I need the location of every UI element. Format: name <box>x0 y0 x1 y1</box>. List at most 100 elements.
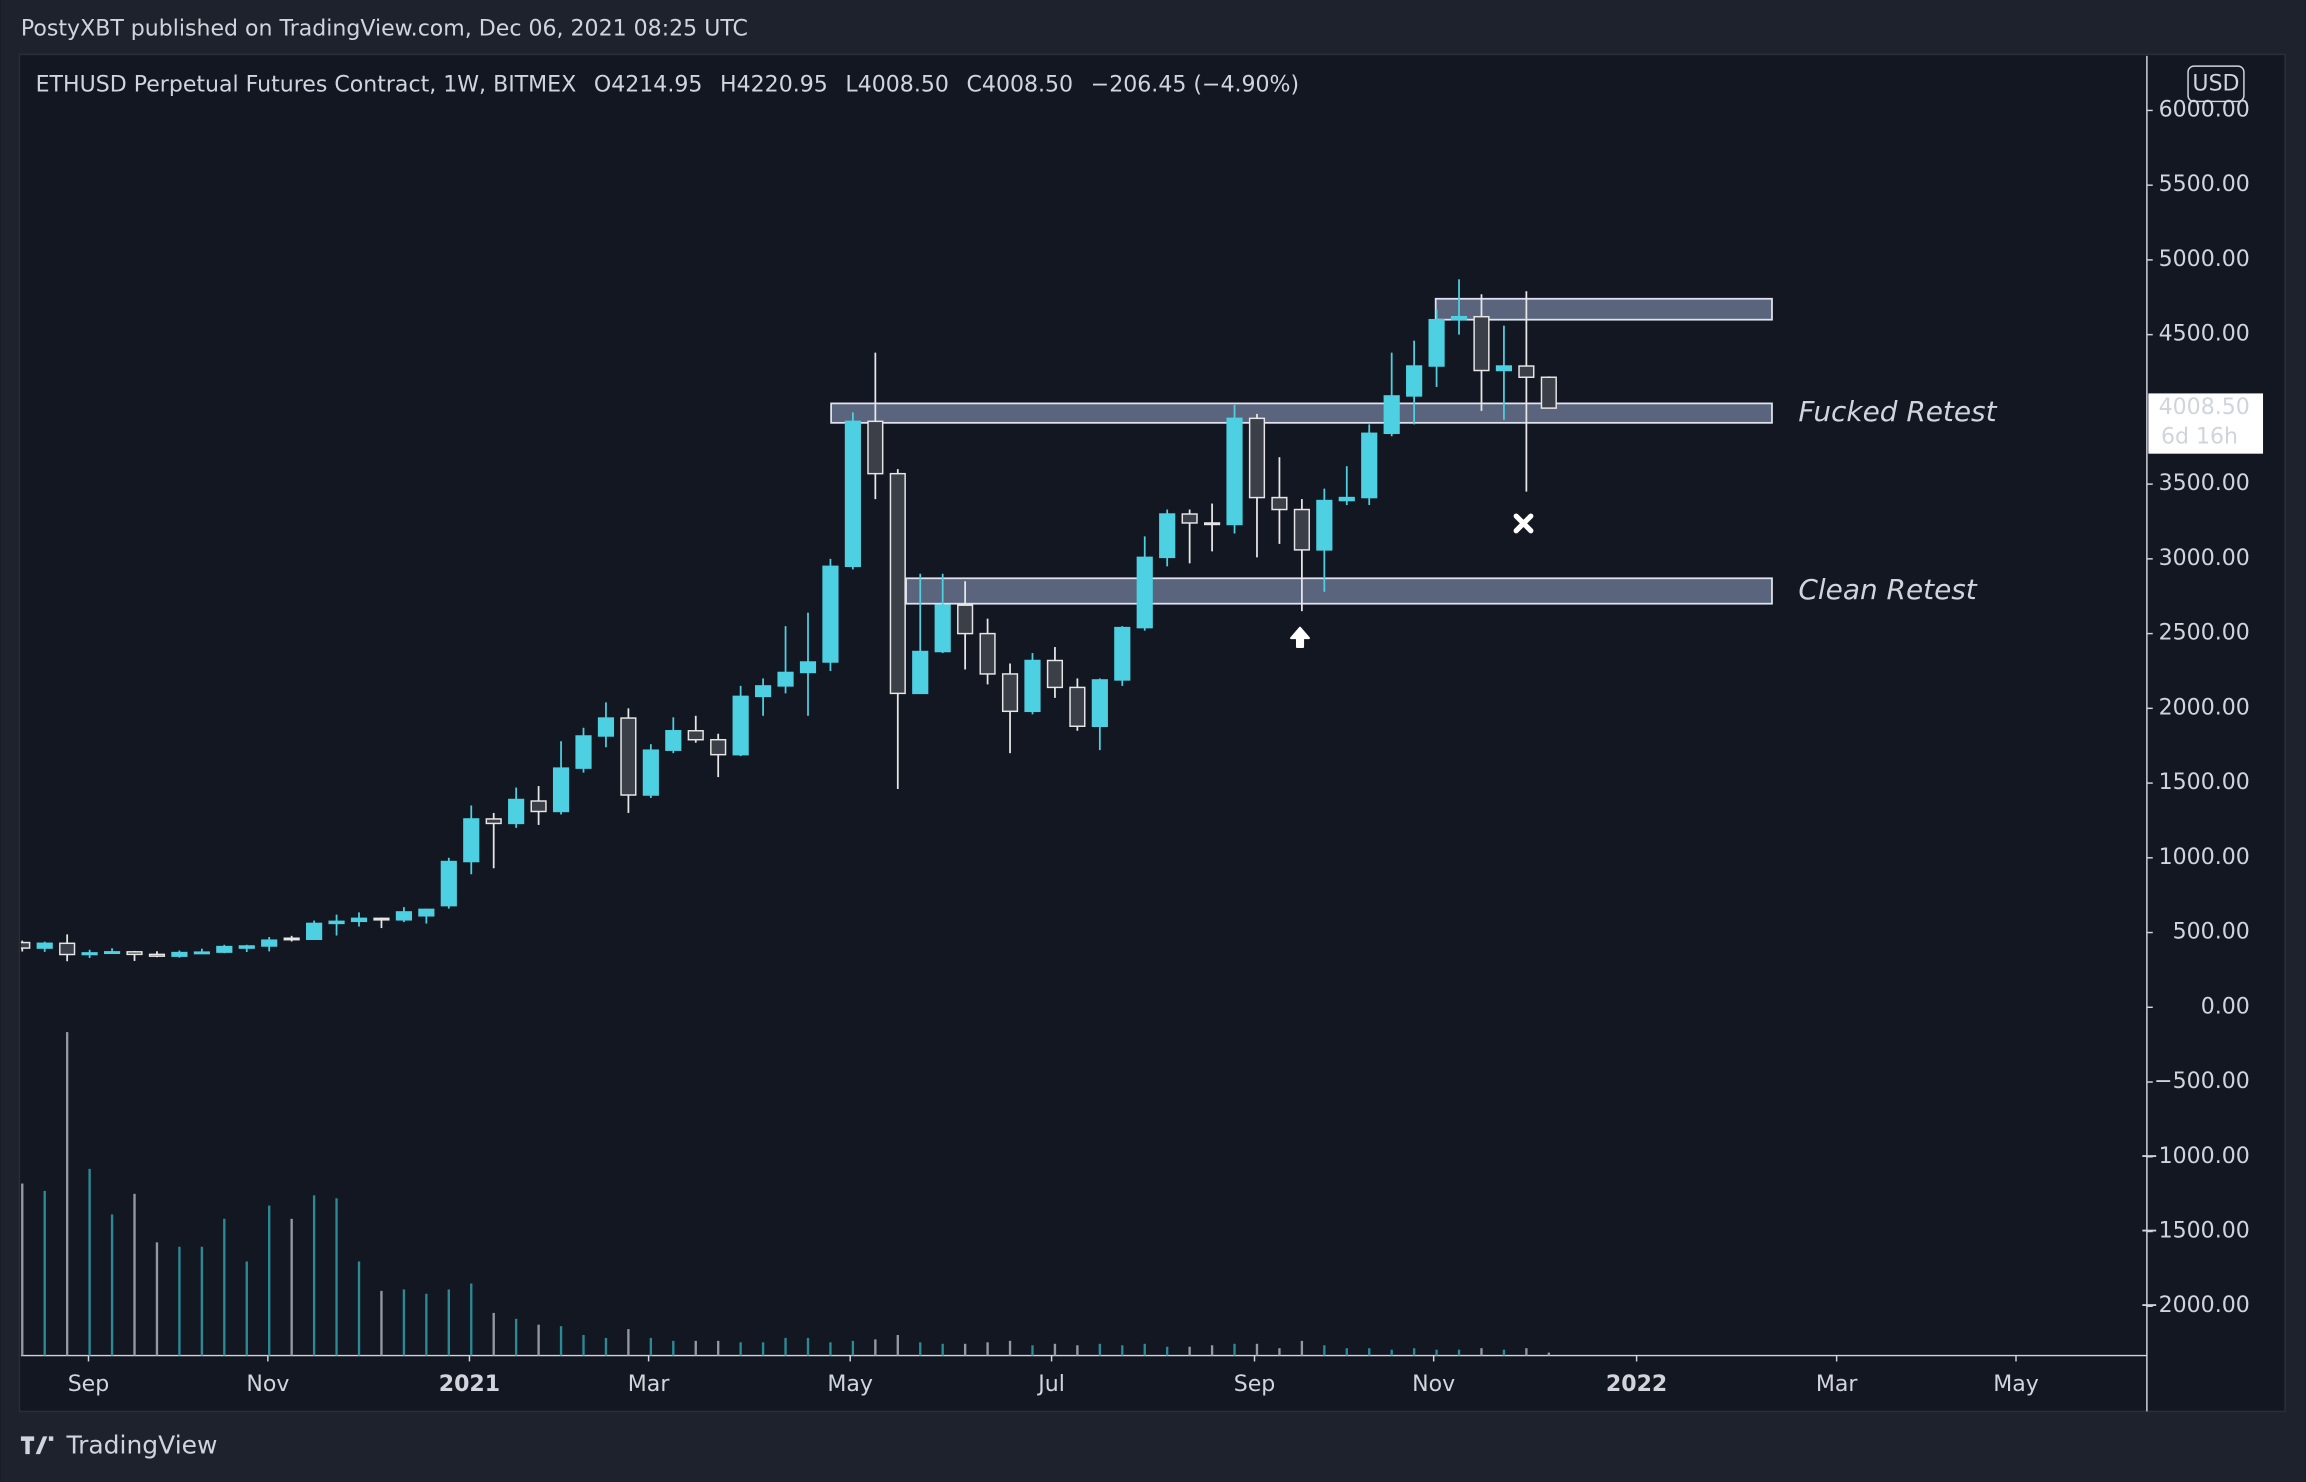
zone-label: Fucked Retest <box>1798 395 1997 428</box>
volume-bar <box>43 1190 46 1356</box>
volume-bar <box>335 1198 338 1356</box>
candle-body <box>1361 432 1378 499</box>
candle-body <box>1428 318 1445 367</box>
volume-bar <box>380 1290 383 1356</box>
y-tick-label: 2500.00 <box>2159 621 2250 646</box>
volume-bar <box>672 1340 675 1356</box>
candle-body <box>463 818 480 863</box>
volume-bar <box>1412 1348 1416 1356</box>
currency-box[interactable] <box>2187 65 2245 103</box>
volume-bar <box>896 1334 899 1356</box>
volume-bar <box>470 1283 473 1356</box>
y-tick-label: 500.00 <box>2173 920 2250 945</box>
candle-body <box>1136 556 1153 629</box>
volume-bar <box>21 1183 24 1356</box>
volume-bar <box>1547 1352 1551 1356</box>
legend-value: L4008.50 <box>845 72 948 97</box>
x-tick-label: 2022 <box>1606 1372 1667 1397</box>
volume-bar <box>65 1032 69 1356</box>
candle-body <box>867 420 884 475</box>
candle-body <box>418 908 435 917</box>
x-tick-label: May <box>827 1372 873 1397</box>
legend: ETHUSD Perpetual Futures Contract, 1W, B… <box>36 72 1299 97</box>
y-tick-label: −2000.00 <box>2140 1293 2250 1318</box>
volume-bar <box>919 1342 922 1356</box>
last-price-label: 4008.50 <box>2159 395 2250 420</box>
y-tick-label: 5000.00 <box>2159 247 2250 272</box>
axes: 6000.00 5500.00 5000.00 4500.00 3500.00 3000.… <box>68 97 2264 1397</box>
candle-body <box>283 937 300 941</box>
volume-bar <box>1502 1349 1506 1356</box>
volume-bar <box>268 1205 271 1356</box>
x-tick-label: 2021 <box>439 1372 500 1397</box>
volume-bar <box>1121 1345 1124 1356</box>
brand-logo: TradingView <box>20 1431 217 1460</box>
volume-bar <box>1188 1346 1191 1356</box>
y-tick-label: 1500.00 <box>2159 770 2250 795</box>
volume-bar <box>1233 1343 1236 1356</box>
volume-bar <box>1480 1348 1483 1356</box>
volume-bar <box>941 1343 944 1356</box>
volume-bar <box>537 1324 540 1356</box>
volume-bar <box>761 1342 765 1356</box>
candle-body <box>934 604 951 653</box>
volume-bar <box>402 1289 406 1356</box>
candle-body <box>81 952 98 956</box>
volume-bar <box>155 1242 159 1356</box>
y-tick-label: 5500.00 <box>2159 172 2250 197</box>
candle-body <box>485 818 502 825</box>
candle-body <box>59 942 76 956</box>
volume-bar <box>514 1318 518 1356</box>
volume-bar <box>1345 1348 1348 1356</box>
volume-bar <box>223 1218 226 1356</box>
candle-body <box>687 730 704 741</box>
last-price-box <box>2148 393 2264 454</box>
candle-body <box>889 472 906 695</box>
volume-bar <box>1008 1340 1012 1356</box>
x-tick-label: Jul <box>1036 1372 1065 1397</box>
volume-bar <box>1323 1345 1326 1356</box>
volume-bar <box>357 1261 361 1356</box>
candle-body <box>36 942 53 949</box>
candle-body <box>552 767 570 813</box>
x-tick-label: May <box>1993 1372 2039 1397</box>
volume-bar <box>290 1218 293 1356</box>
x-tick-label: Sep <box>68 1372 110 1397</box>
y-tick-label: −1500.00 <box>2140 1218 2250 1243</box>
candle-body <box>373 917 390 921</box>
candle-body <box>957 604 974 635</box>
candle-body <box>350 917 368 923</box>
candle-body <box>1338 496 1355 502</box>
volume-bar <box>1390 1349 1393 1356</box>
volume-bar <box>110 1214 114 1356</box>
candle-body <box>1024 659 1041 713</box>
volume-bar <box>1278 1348 1281 1356</box>
volume-bar <box>1457 1349 1461 1356</box>
volume-bar <box>492 1312 495 1356</box>
x-tick-label: Nov <box>1412 1372 1455 1397</box>
y-tick-label: 2000.00 <box>2159 695 2250 720</box>
y-tick-label: 0.00 <box>2201 994 2250 1019</box>
zone-box <box>905 577 1773 605</box>
volume-bar <box>829 1342 832 1356</box>
volume-bar <box>447 1289 450 1356</box>
volume-bar <box>739 1342 742 1356</box>
candle-body <box>1450 315 1468 321</box>
volume-bar <box>1076 1345 1079 1356</box>
candle-body <box>1114 626 1131 681</box>
volume-bar <box>88 1168 91 1356</box>
volume-bar <box>1210 1345 1214 1356</box>
candle-body <box>1091 679 1108 728</box>
x-tick-label: Mar <box>1816 1372 1859 1397</box>
candle-body <box>799 661 817 674</box>
y-tick-label: 3500.00 <box>2159 471 2250 496</box>
volume-bar <box>1166 1346 1169 1356</box>
candle-body <box>1473 315 1490 372</box>
candle-body <box>530 800 547 813</box>
candle-body <box>1046 659 1064 689</box>
y-tick-label: −1000.00 <box>2140 1144 2250 1169</box>
volume-bar <box>559 1326 563 1356</box>
candle-body <box>1316 499 1333 551</box>
volume-bar <box>582 1334 585 1356</box>
legend-value: C4008.50 <box>967 72 1074 97</box>
